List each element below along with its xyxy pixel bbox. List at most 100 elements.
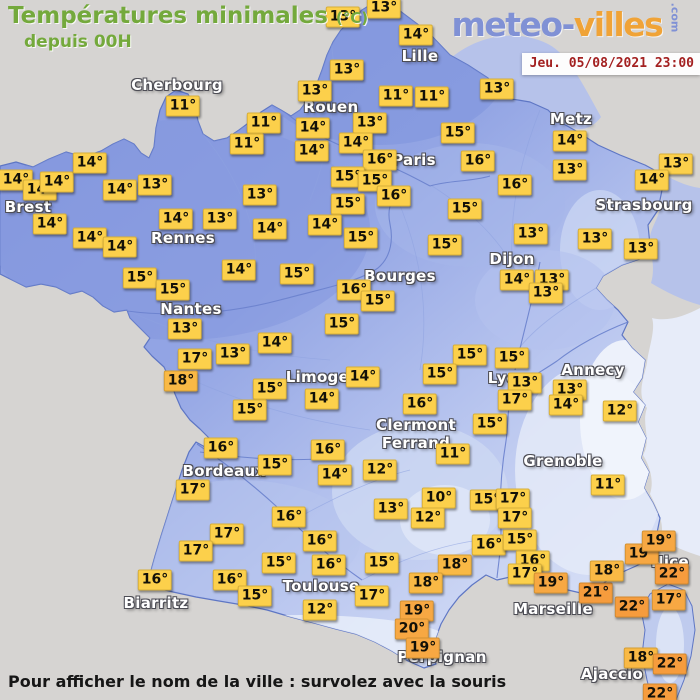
temp-badge[interactable]: 13° bbox=[297, 80, 333, 102]
meteo-villes-logo[interactable]: meteo- villes .com bbox=[452, 3, 691, 44]
temp-badge[interactable]: 17° bbox=[507, 563, 543, 585]
temp-badge[interactable]: 13° bbox=[373, 498, 409, 520]
temp-badge[interactable]: 15° bbox=[440, 122, 476, 144]
temp-badge[interactable]: 12° bbox=[302, 599, 338, 621]
temp-badge[interactable]: 17° bbox=[354, 585, 390, 607]
temp-badge[interactable]: 14° bbox=[552, 130, 588, 152]
temp-badge[interactable]: 19° bbox=[399, 600, 435, 622]
temp-badge[interactable]: 13° bbox=[167, 318, 203, 340]
temp-badge[interactable]: 13° bbox=[658, 153, 694, 175]
temp-badge[interactable]: 13° bbox=[215, 343, 251, 365]
temp-badge[interactable]: 13° bbox=[479, 78, 515, 100]
temp-badge[interactable]: 16° bbox=[311, 554, 347, 576]
temp-badge[interactable]: 14° bbox=[345, 366, 381, 388]
temp-badge[interactable]: 13° bbox=[242, 184, 278, 206]
temp-badge[interactable]: 14° bbox=[221, 259, 257, 281]
temp-badge[interactable]: 14° bbox=[304, 388, 340, 410]
temp-badge[interactable]: 12° bbox=[602, 400, 638, 422]
temp-badge[interactable]: 21° bbox=[578, 582, 614, 604]
temp-badge[interactable]: 13° bbox=[577, 228, 613, 250]
temp-badge[interactable]: 13° bbox=[352, 112, 388, 134]
temp-badge[interactable]: 20° bbox=[394, 618, 430, 640]
temp-badge[interactable]: 15° bbox=[472, 413, 508, 435]
temp-badge[interactable]: 19° bbox=[405, 637, 441, 659]
temp-badge[interactable]: 18° bbox=[589, 560, 625, 582]
temp-badge[interactable]: 17° bbox=[497, 389, 533, 411]
temp-badge[interactable]: 14° bbox=[307, 214, 343, 236]
temp-badge[interactable]: 17° bbox=[209, 523, 245, 545]
temp-badge[interactable]: 11° bbox=[246, 112, 282, 134]
temp-badge[interactable]: 15° bbox=[452, 344, 488, 366]
temp-badge[interactable]: 17° bbox=[178, 540, 214, 562]
temp-badge[interactable]: 16° bbox=[376, 185, 412, 207]
temp-badge[interactable]: 15° bbox=[343, 227, 379, 249]
temp-badge[interactable]: 11° bbox=[414, 86, 450, 108]
temp-badge[interactable]: 14° bbox=[548, 394, 584, 416]
temp-badge[interactable]: 17° bbox=[495, 488, 531, 510]
temp-badge[interactable]: 11° bbox=[435, 443, 471, 465]
temp-badge[interactable]: 14° bbox=[158, 208, 194, 230]
temp-badge[interactable]: 15° bbox=[122, 267, 158, 289]
temp-badge[interactable]: 14° bbox=[102, 236, 138, 258]
temp-badge[interactable]: 18° bbox=[163, 370, 199, 392]
temp-badge[interactable]: 15° bbox=[261, 552, 297, 574]
temp-badge[interactable]: 11° bbox=[378, 85, 414, 107]
temp-badge[interactable]: 14° bbox=[252, 218, 288, 240]
temp-badge[interactable]: 14° bbox=[317, 464, 353, 486]
temp-badge[interactable]: 14° bbox=[102, 179, 138, 201]
temp-badge[interactable]: 14° bbox=[257, 332, 293, 354]
temp-badge[interactable]: 22° bbox=[652, 653, 688, 675]
temp-badge[interactable]: 15° bbox=[237, 585, 273, 607]
temp-badge[interactable]: 14° bbox=[39, 171, 75, 193]
temp-badge[interactable]: 19° bbox=[533, 572, 569, 594]
temp-badge[interactable]: 16° bbox=[137, 569, 173, 591]
temp-badge[interactable]: 16° bbox=[362, 149, 398, 171]
temp-badge[interactable]: 14° bbox=[634, 169, 670, 191]
temp-badge[interactable]: 16° bbox=[302, 530, 338, 552]
temp-badge[interactable]: 11° bbox=[229, 133, 265, 155]
temp-badge[interactable]: 22° bbox=[654, 563, 690, 585]
temp-badge[interactable]: 15° bbox=[279, 263, 315, 285]
temp-badge[interactable]: 16° bbox=[497, 174, 533, 196]
temp-badge[interactable]: 19° bbox=[641, 530, 677, 552]
temp-badge[interactable]: 15° bbox=[330, 193, 366, 215]
temp-badge[interactable]: 13° bbox=[507, 372, 543, 394]
temp-badge[interactable]: 15° bbox=[360, 290, 396, 312]
temp-badge[interactable]: 13° bbox=[325, 6, 361, 28]
temp-badge[interactable]: 18° bbox=[623, 647, 659, 669]
temp-badge[interactable]: 14° bbox=[398, 24, 434, 46]
temp-badge[interactable]: 15° bbox=[357, 170, 393, 192]
temp-badge[interactable]: 15° bbox=[502, 529, 538, 551]
temp-badge[interactable]: 14° bbox=[72, 227, 108, 249]
temp-badge[interactable]: 17° bbox=[497, 507, 533, 529]
temp-badge[interactable]: 15° bbox=[494, 347, 530, 369]
temp-badge[interactable]: 12° bbox=[410, 507, 446, 529]
temp-badge[interactable]: 15° bbox=[422, 363, 458, 385]
temp-badge[interactable]: 14° bbox=[32, 213, 68, 235]
temp-badge[interactable]: 16° bbox=[310, 439, 346, 461]
temp-badge[interactable]: 18° bbox=[408, 572, 444, 594]
temp-badge[interactable]: 14° bbox=[72, 152, 108, 174]
temp-badge[interactable]: 13° bbox=[513, 223, 549, 245]
temp-badge[interactable]: 14° bbox=[294, 140, 330, 162]
temp-badge[interactable]: 15° bbox=[427, 234, 463, 256]
temp-badge[interactable]: 16° bbox=[271, 506, 307, 528]
temp-badge[interactable]: 17° bbox=[651, 589, 687, 611]
temp-badge[interactable]: 16° bbox=[402, 393, 438, 415]
temp-badge[interactable]: 15° bbox=[155, 279, 191, 301]
temp-badge[interactable]: 16° bbox=[203, 437, 239, 459]
temp-badge[interactable]: 15° bbox=[324, 313, 360, 335]
temp-badge[interactable]: 16° bbox=[460, 150, 496, 172]
temp-badge[interactable]: 17° bbox=[177, 348, 213, 370]
temp-badge[interactable]: 14° bbox=[499, 269, 535, 291]
temp-badge[interactable]: 14° bbox=[338, 132, 374, 154]
temp-badge[interactable]: 10° bbox=[421, 487, 457, 509]
temp-badge[interactable]: 18° bbox=[437, 554, 473, 576]
temp-badge[interactable]: 15° bbox=[364, 552, 400, 574]
temp-badge[interactable]: 14° bbox=[295, 117, 331, 139]
temp-badge[interactable]: 22° bbox=[614, 596, 650, 618]
temp-badge[interactable]: 11° bbox=[590, 474, 626, 496]
temp-badge[interactable]: 11° bbox=[165, 95, 201, 117]
temp-badge[interactable]: 17° bbox=[175, 479, 211, 501]
